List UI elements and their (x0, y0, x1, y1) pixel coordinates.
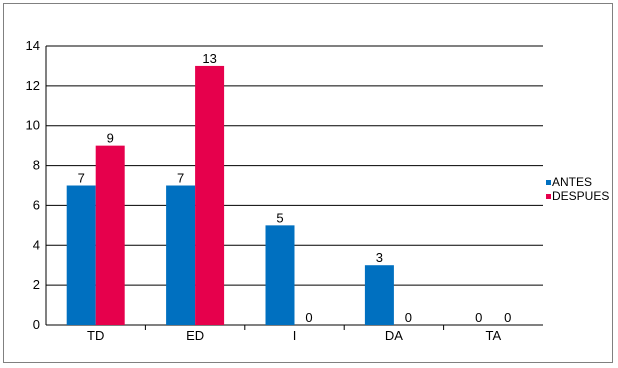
y-tick-label-2: 2 (33, 277, 40, 292)
data-label-despues-ta: 0 (504, 310, 511, 325)
legend-swatch-antes (546, 180, 551, 185)
bar-antes-i (265, 225, 295, 325)
x-tick-label-td: TD (87, 328, 104, 343)
data-label-despues-da: 0 (405, 310, 412, 325)
y-tick-label-4: 4 (33, 237, 40, 252)
x-tick-label-i: I (293, 328, 297, 343)
y-tick-label-6: 6 (33, 197, 40, 212)
bar-antes-da (364, 265, 394, 325)
data-label-despues-i: 0 (305, 310, 312, 325)
legend-label-despues: DESPUES (552, 189, 609, 203)
data-label-despues-ed: 13 (202, 51, 216, 66)
bar-antes-ed (166, 185, 196, 325)
data-label-antes-ta: 0 (475, 310, 482, 325)
legend-label-antes: ANTES (552, 175, 592, 189)
data-label-antes-da: 3 (376, 250, 383, 265)
x-tick-label-da: DA (385, 328, 403, 343)
x-tick-label-ta: TA (485, 328, 501, 343)
bar-despues-ed (195, 65, 225, 325)
data-label-despues-td: 9 (107, 131, 114, 146)
legend-swatch-despues (546, 194, 551, 199)
y-tick-label-14: 14 (26, 38, 40, 53)
y-tick-label-0: 0 (33, 317, 40, 332)
y-tick-label-8: 8 (33, 158, 40, 173)
bar-antes-td (66, 185, 96, 325)
data-label-antes-ed: 7 (177, 171, 184, 186)
bar-despues-td (95, 145, 125, 325)
y-tick-label-12: 12 (26, 78, 40, 93)
x-tick-label-ed: ED (186, 328, 204, 343)
data-label-antes-td: 7 (78, 171, 85, 186)
data-label-antes-i: 5 (276, 210, 283, 225)
y-tick-label-10: 10 (26, 118, 40, 133)
